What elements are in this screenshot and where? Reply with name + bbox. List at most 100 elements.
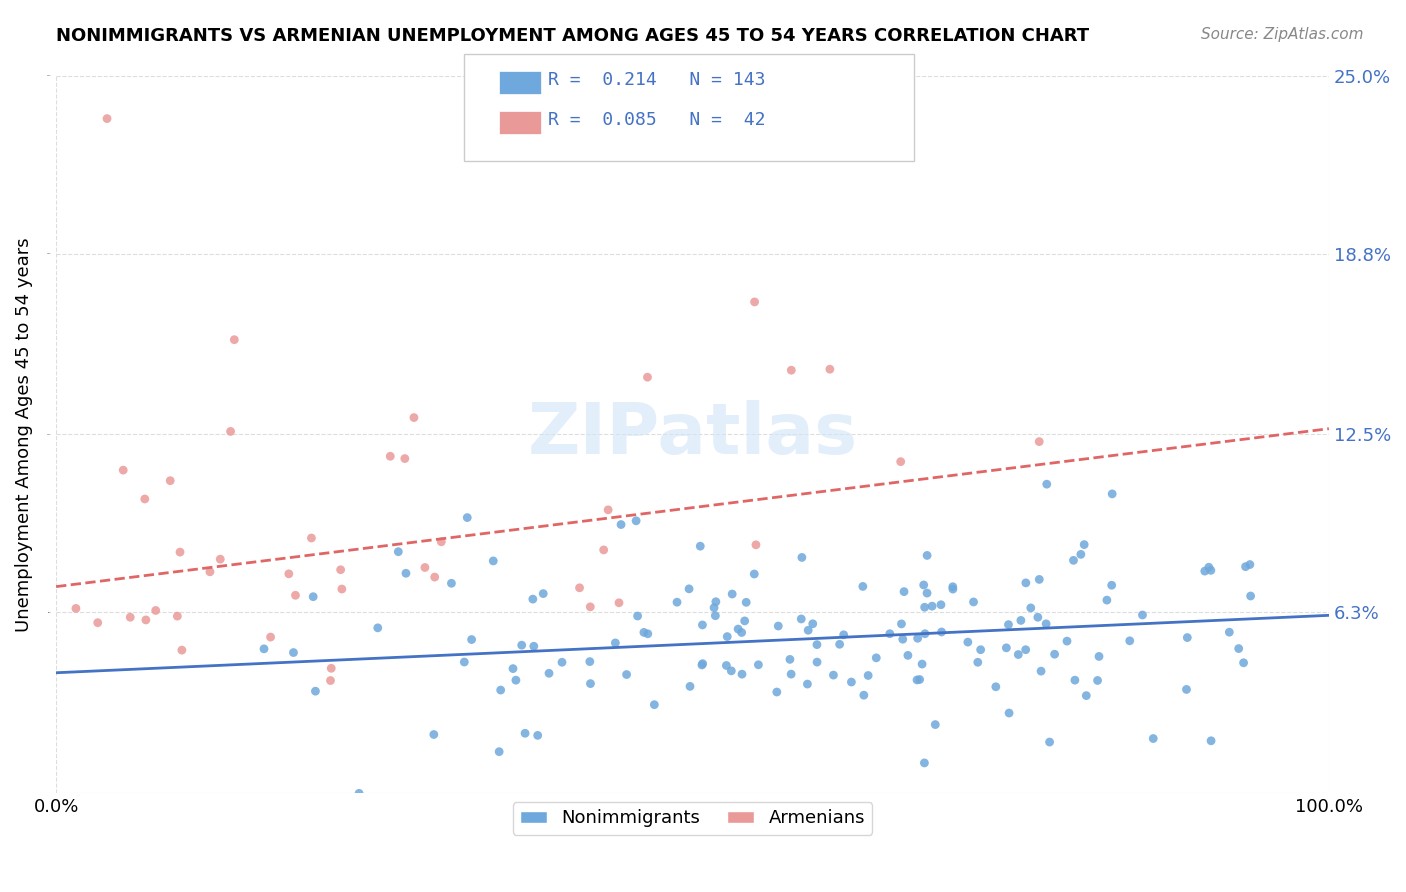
Point xyxy=(852,579,875,593)
Point xyxy=(134,491,156,506)
Point xyxy=(1035,616,1057,631)
Text: R =  0.085   N =  42: R = 0.085 N = 42 xyxy=(548,112,766,129)
Point xyxy=(745,538,768,552)
Point xyxy=(607,596,630,610)
Point xyxy=(890,616,912,631)
Point xyxy=(1028,434,1050,449)
Point xyxy=(616,667,638,681)
Point xyxy=(1056,634,1078,648)
Point xyxy=(852,688,875,702)
Point xyxy=(413,560,436,574)
Point xyxy=(329,563,352,577)
Point xyxy=(96,112,118,126)
Point xyxy=(956,635,979,649)
Point xyxy=(806,638,828,652)
Point xyxy=(998,706,1021,720)
Point xyxy=(742,567,765,582)
Point xyxy=(1070,548,1092,562)
Point xyxy=(879,626,901,640)
Point xyxy=(716,658,738,673)
Point xyxy=(145,603,167,617)
Point xyxy=(1088,649,1111,664)
Point xyxy=(924,717,946,731)
Point xyxy=(1015,575,1038,590)
Point xyxy=(531,586,554,600)
Point xyxy=(1142,731,1164,746)
Point xyxy=(488,745,510,759)
Point xyxy=(689,539,711,553)
Point xyxy=(277,566,299,581)
Point xyxy=(915,549,938,563)
Point xyxy=(966,655,988,669)
Point xyxy=(259,630,281,644)
Point xyxy=(1194,564,1216,578)
Point xyxy=(796,677,818,691)
Point xyxy=(1101,487,1123,501)
Point xyxy=(841,675,863,690)
Point xyxy=(907,632,929,646)
Point xyxy=(592,543,614,558)
Point xyxy=(537,666,560,681)
Point xyxy=(716,630,738,644)
Point xyxy=(984,680,1007,694)
Text: ZIPatlas: ZIPatlas xyxy=(527,400,858,469)
Point xyxy=(224,333,246,347)
Point xyxy=(929,598,952,612)
Point xyxy=(423,570,446,584)
Point xyxy=(198,565,221,579)
Point xyxy=(1095,593,1118,607)
Point xyxy=(605,636,627,650)
Point xyxy=(1015,642,1038,657)
Point xyxy=(321,661,343,675)
Point xyxy=(942,580,965,594)
Point xyxy=(1227,641,1250,656)
Point xyxy=(456,510,478,524)
Point xyxy=(460,632,482,647)
Point xyxy=(170,643,193,657)
Point xyxy=(679,679,702,693)
Point xyxy=(997,617,1019,632)
Point xyxy=(1026,610,1049,624)
Point xyxy=(942,582,965,596)
Point xyxy=(779,652,801,666)
Point xyxy=(768,619,790,633)
Point xyxy=(302,590,325,604)
Point xyxy=(727,622,749,636)
Point xyxy=(579,676,602,690)
Point xyxy=(209,552,232,566)
Point xyxy=(1007,648,1029,662)
Point xyxy=(626,609,648,624)
Point xyxy=(790,612,813,626)
Point xyxy=(1064,673,1087,688)
Point xyxy=(1101,578,1123,592)
Point xyxy=(330,582,353,596)
Point xyxy=(430,534,453,549)
Text: Source: ZipAtlas.com: Source: ZipAtlas.com xyxy=(1201,27,1364,42)
Point xyxy=(744,294,766,309)
Point xyxy=(1010,614,1032,628)
Point xyxy=(1035,477,1057,491)
Point xyxy=(734,614,756,628)
Point xyxy=(637,627,659,641)
Point xyxy=(633,625,655,640)
Point xyxy=(678,582,700,596)
Point xyxy=(856,668,879,682)
Point xyxy=(522,592,544,607)
Point xyxy=(523,640,546,654)
Point xyxy=(253,641,276,656)
Point xyxy=(578,655,600,669)
Point xyxy=(1175,631,1198,645)
Point xyxy=(912,756,935,770)
Point xyxy=(720,664,742,678)
Point xyxy=(112,463,135,477)
Point xyxy=(1019,601,1042,615)
Point xyxy=(747,657,769,672)
Point xyxy=(169,545,191,559)
Point xyxy=(579,599,602,614)
Point xyxy=(402,410,425,425)
Point xyxy=(502,662,524,676)
Point xyxy=(801,616,824,631)
Point xyxy=(666,595,689,609)
Point xyxy=(551,655,574,669)
Point xyxy=(1063,553,1085,567)
